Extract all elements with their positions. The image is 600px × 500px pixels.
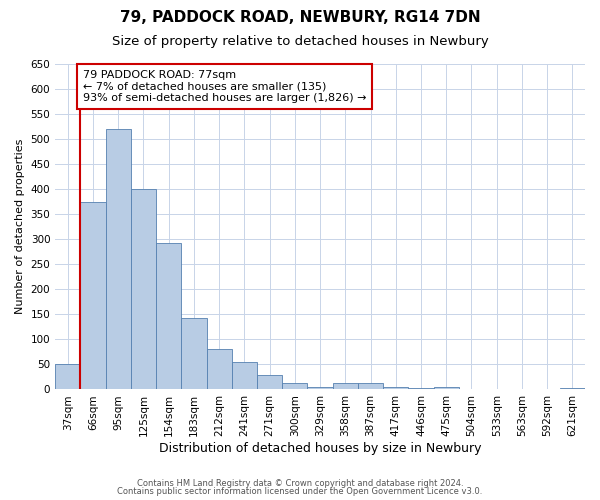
Text: Contains HM Land Registry data © Crown copyright and database right 2024.: Contains HM Land Registry data © Crown c… [137, 478, 463, 488]
Text: Size of property relative to detached houses in Newbury: Size of property relative to detached ho… [112, 35, 488, 48]
Bar [55, 364, 80, 390]
Bar [282, 384, 307, 390]
Bar [434, 387, 459, 390]
Text: Contains public sector information licensed under the Open Government Licence v3: Contains public sector information licen… [118, 487, 482, 496]
Bar [181, 318, 206, 390]
Bar [257, 376, 282, 390]
Bar [332, 384, 358, 390]
Bar [106, 129, 131, 390]
Bar [383, 387, 409, 390]
Bar [358, 384, 383, 390]
X-axis label: Distribution of detached houses by size in Newbury: Distribution of detached houses by size … [159, 442, 481, 455]
Bar [80, 202, 106, 390]
Bar [206, 350, 232, 390]
Bar [131, 189, 156, 390]
Bar [560, 388, 585, 390]
Text: 79 PADDOCK ROAD: 77sqm
← 7% of detached houses are smaller (135)
93% of semi-det: 79 PADDOCK ROAD: 77sqm ← 7% of detached … [83, 70, 367, 103]
Text: 79, PADDOCK ROAD, NEWBURY, RG14 7DN: 79, PADDOCK ROAD, NEWBURY, RG14 7DN [119, 10, 481, 25]
Y-axis label: Number of detached properties: Number of detached properties [15, 139, 25, 314]
Bar [307, 387, 332, 390]
Bar [232, 362, 257, 390]
Bar [156, 244, 181, 390]
Bar [409, 388, 434, 390]
